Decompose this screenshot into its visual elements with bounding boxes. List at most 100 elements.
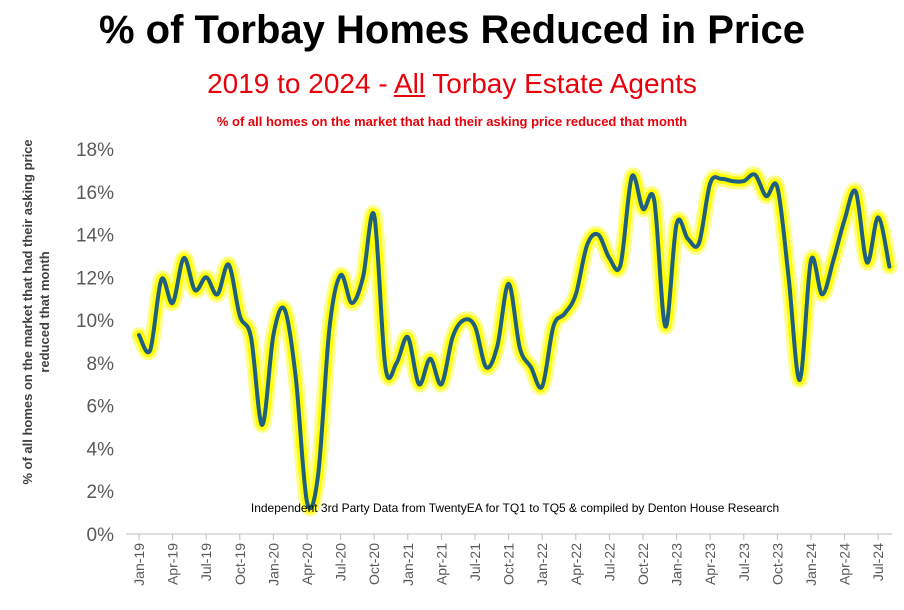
data-point	[574, 293, 577, 296]
data-point	[630, 175, 633, 178]
data-point	[205, 276, 208, 279]
data-point	[440, 383, 443, 386]
data-point	[798, 379, 801, 382]
data-point	[194, 289, 197, 292]
data-point	[362, 276, 365, 279]
data-point	[451, 336, 454, 339]
x-tick-label: Jan-21	[400, 543, 416, 586]
data-point	[429, 357, 432, 360]
data-point	[283, 308, 286, 311]
x-tick-label: Oct-21	[501, 543, 517, 585]
data-point	[888, 265, 891, 268]
y-tick-label: 16%	[76, 183, 114, 204]
data-point	[138, 334, 141, 337]
x-tick-label: Jan-22	[534, 543, 550, 586]
data-point	[787, 276, 790, 279]
y-tick-label: 4%	[87, 439, 115, 460]
data-point	[754, 173, 757, 176]
data-point	[328, 327, 331, 330]
x-tick-label: Apr-20	[299, 543, 315, 585]
chart-subtitle: 2019 to 2024 - All Torbay Estate Agents	[0, 68, 904, 100]
subtitle-underlined: All	[393, 68, 426, 99]
x-tick-label: Jan-20	[265, 543, 281, 586]
data-point	[294, 376, 297, 379]
data-point	[227, 263, 230, 266]
data-point	[518, 346, 521, 349]
data-point	[877, 216, 880, 219]
data-point	[843, 218, 846, 221]
data-point	[474, 325, 477, 328]
chart-annotation: Independent 3rd Party Data from TwentyEA…	[251, 501, 779, 515]
data-point	[709, 182, 712, 185]
y-tick-label: 18%	[76, 140, 114, 161]
data-point	[608, 257, 611, 260]
y-tick-label: 0%	[87, 525, 115, 546]
data-point	[238, 314, 241, 317]
data-point	[653, 199, 656, 202]
data-point	[350, 302, 353, 305]
data-point	[418, 383, 421, 386]
x-tick-label: Apr-24	[837, 543, 853, 585]
y-tick-label: 14%	[76, 226, 114, 247]
data-point	[854, 190, 857, 193]
data-point	[832, 259, 835, 262]
data-point	[821, 293, 824, 296]
x-tick-label: Oct-23	[769, 543, 785, 585]
data-point	[686, 237, 689, 240]
data-point	[642, 207, 645, 210]
x-tick-label: Apr-19	[165, 543, 181, 585]
subtitle-suffix: Torbay Estate Agents	[425, 68, 697, 99]
x-tick-label: Oct-22	[635, 543, 651, 585]
x-tick-label: Jul-23	[736, 543, 752, 581]
x-tick-label: Jul-22	[601, 543, 617, 581]
data-point	[866, 261, 869, 264]
data-point	[720, 177, 723, 180]
x-tick-label: Jan-19	[131, 543, 147, 586]
data-point	[406, 336, 409, 339]
data-point	[496, 344, 499, 347]
data-point	[507, 282, 510, 285]
x-tick-label: Jul-19	[198, 543, 214, 581]
data-point	[563, 312, 566, 315]
x-tick-label: Jul-21	[467, 543, 483, 581]
subtitle-prefix: 2019 to 2024 -	[207, 68, 394, 99]
data-point	[541, 385, 544, 388]
data-point	[250, 336, 253, 339]
data-point	[216, 293, 219, 296]
data-point	[384, 366, 387, 369]
data-point	[597, 233, 600, 236]
data-point	[272, 334, 275, 337]
y-tick-label: 12%	[76, 268, 114, 289]
data-point	[664, 325, 667, 328]
data-point	[485, 366, 488, 369]
x-tick-label: Apr-23	[702, 543, 718, 585]
x-tick-label: Jul-24	[870, 543, 886, 581]
x-tick-label: Jan-24	[803, 543, 819, 586]
data-point	[530, 366, 533, 369]
data-point	[373, 214, 376, 217]
x-tick-label: Jan-23	[669, 543, 685, 586]
data-point	[395, 361, 398, 364]
x-tick-label: Apr-22	[568, 543, 584, 585]
data-point	[731, 180, 734, 183]
x-tick-label: Jul-20	[333, 543, 349, 581]
data-point	[776, 186, 779, 189]
data-point	[317, 473, 320, 476]
data-point	[182, 257, 185, 260]
data-point	[160, 278, 163, 281]
data-point	[149, 349, 152, 352]
x-tick-label: Oct-19	[232, 543, 248, 585]
data-point	[171, 302, 174, 305]
series-line	[137, 172, 892, 511]
x-tick-label: Apr-21	[433, 543, 449, 585]
data-point	[586, 244, 589, 247]
data-point	[810, 259, 813, 262]
data-point	[765, 195, 768, 198]
data-point	[742, 180, 745, 183]
y-tick-label: 2%	[87, 482, 115, 503]
data-point	[261, 423, 264, 426]
data-point	[552, 325, 555, 328]
chart-title: % of Torbay Homes Reduced in Price	[98, 8, 806, 52]
y-tick-label: 8%	[87, 354, 115, 375]
